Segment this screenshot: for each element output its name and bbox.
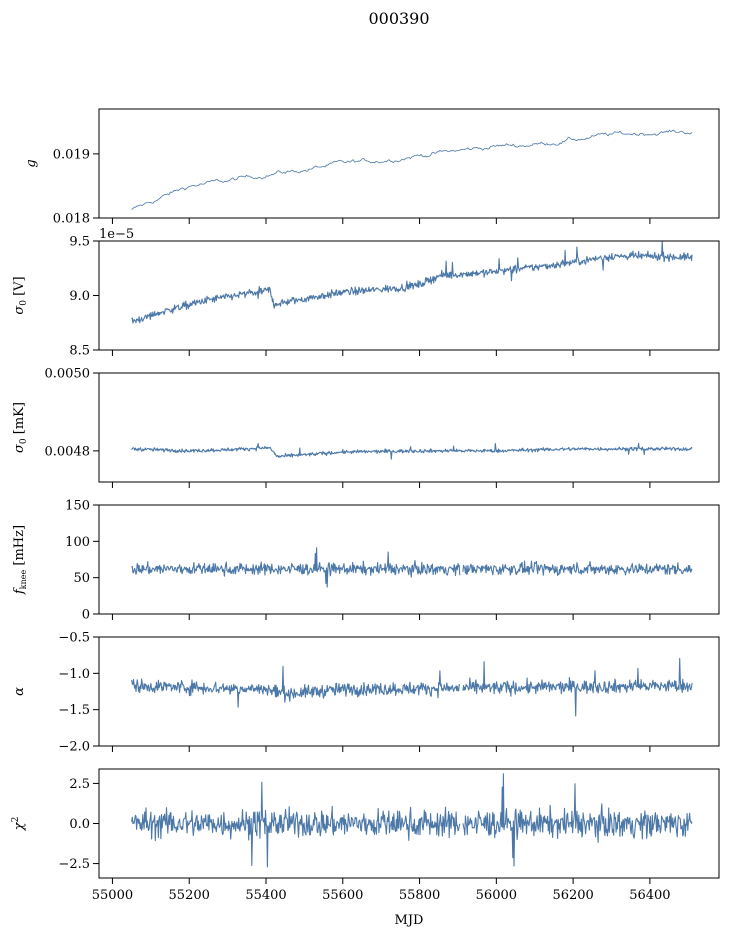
axes-frame-0 (98, 108, 720, 219)
y-axis-label-3: fknee [mHz] (12, 525, 28, 595)
y-tick-label-2-1: 0.0050 (45, 367, 91, 382)
y-tick-label-3-3: 150 (65, 499, 90, 514)
x-tick-label-6: 56200 (552, 888, 593, 903)
series-line-1 (131, 240, 693, 324)
axes-frame-3 (98, 504, 720, 615)
x-tick-label-4: 55800 (399, 888, 440, 903)
series-line-4 (131, 657, 693, 717)
axes-frame-2 (98, 372, 720, 483)
series-line-5 (131, 773, 693, 868)
panel-0: 0.018 0.019 g (24, 108, 720, 227)
y-axis-label-1: σ0 [V] (12, 276, 29, 314)
panel-5: −2.5 0.0 2.5 55000 55200 55400 55600 55800 56000… (11, 768, 720, 903)
panel-2: 0.0048 0.0050 σ0 [mK] (12, 367, 720, 488)
y-axis-label-2: σ0 [mK] (12, 402, 29, 453)
y-tick-label-3-2: 100 (65, 535, 90, 550)
y-tick-label-4-0: −2.0 (58, 740, 90, 755)
figure-title: 000390 (368, 9, 429, 28)
y-axis-label-5: χ2 (11, 817, 27, 832)
x-tick-label-2: 55400 (245, 888, 286, 903)
y-axis-label-0: g (24, 159, 39, 167)
y-tick-label-2-0: 0.0048 (45, 444, 91, 459)
panel-1: 8.5 9.0 9.5 1e−5 σ0 [V] (12, 227, 720, 359)
axes-frame-4 (98, 636, 720, 747)
y-tick-label-3-1: 50 (73, 571, 90, 586)
x-tick-label-7: 56400 (629, 888, 670, 903)
x-tick-label-1: 55200 (169, 888, 210, 903)
y-axis-label-4: α (12, 687, 27, 696)
x-tick-label-0: 55000 (92, 888, 133, 903)
y-tick-label-1-1: 9.0 (69, 289, 90, 304)
x-tick-label-5: 56000 (476, 888, 517, 903)
y-offset-text-1: 1e−5 (99, 227, 134, 242)
series-line-3 (131, 547, 693, 588)
y-tick-label-5-0: −2.5 (58, 857, 90, 872)
y-tick-label-0-1: 0.019 (53, 147, 90, 162)
y-tick-label-3-0: 0 (82, 608, 90, 623)
panel-3: 0 50 100 150 fknee [mHz] (12, 499, 720, 623)
y-tick-label-4-2: −1.0 (58, 667, 90, 682)
x-tick-label-3: 55600 (322, 888, 363, 903)
y-tick-label-0-0: 0.018 (53, 212, 90, 227)
y-tick-label-1-2: 9.5 (69, 235, 90, 250)
panel-4: −2.0 −1.5 −1.0 −0.5 α (12, 631, 720, 755)
series-line-2 (131, 442, 693, 460)
x-axis-label: MJD (395, 913, 424, 928)
y-tick-label-1-0: 8.5 (69, 344, 90, 359)
y-tick-label-5-1: 0.0 (69, 817, 90, 832)
y-tick-label-4-3: −0.5 (58, 631, 90, 646)
series-line-0 (131, 129, 693, 210)
y-tick-label-5-2: 2.5 (69, 777, 90, 792)
y-tick-label-4-1: −1.5 (58, 703, 90, 718)
